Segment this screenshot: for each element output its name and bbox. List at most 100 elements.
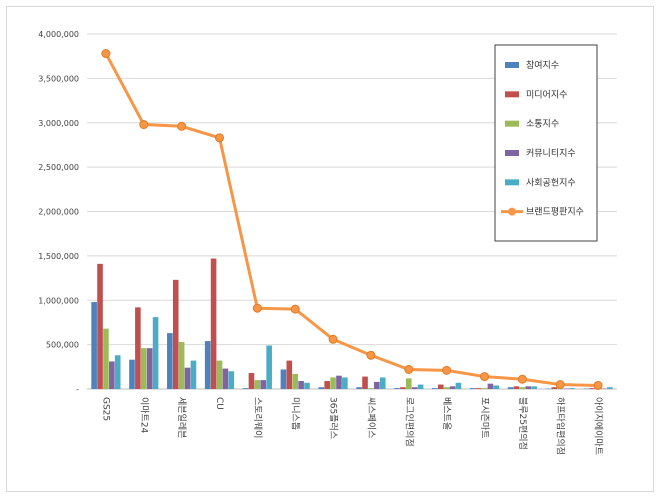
legend-label: 소통지수 [526,119,559,130]
x-category-label: 하프타임편의점 [555,397,567,455]
bar-미디어지수 [135,307,141,389]
line-브랜드평판지수 [104,52,599,387]
bar-미디어지수 [437,384,444,389]
x-category-label: 스토리웨이 [252,397,264,438]
bar-커뮤니티지수 [184,367,191,389]
bar-사회공헌지수 [607,387,613,389]
line-point [404,364,414,374]
bar-참여지수 [394,388,400,389]
x-category-label: 베스트올 [441,397,452,430]
bar-미디어지수 [513,386,520,389]
x-category-label: 아이지에이마트 [593,397,604,455]
chart-frame: - 500,000 1,000,000 1,500,000 2,000,000 2,500… [6,6,654,492]
line-point [480,372,489,382]
legend-swatch [505,91,519,98]
bar-소통지수 [103,328,109,389]
bar-커뮤니티지수 [298,381,304,389]
bar-참여지수 [204,341,211,389]
bar-커뮤니티지수 [487,383,494,389]
bar-커뮤니티지수 [146,348,153,389]
bar-미디어지수 [475,388,482,389]
legend-label: 사회공헌지수 [526,177,576,188]
x-category-label: CU [214,397,224,410]
bar-사회공헌지수 [493,385,500,389]
bar-참여지수 [242,388,249,389]
bar-커뮤니티지수 [411,387,418,389]
bar-참여지수 [129,359,135,389]
bar-커뮤니티지수 [260,380,267,389]
bar-소통지수 [443,387,450,389]
bar-커뮤니티지수 [336,375,342,389]
legend-swatch [505,179,519,186]
x-category-label: 로그인편의점 [403,397,415,447]
bars [91,258,613,390]
y-tick-label: 1,500,000 [38,252,79,261]
line-point [328,334,338,344]
y-tick-label: 1,000,000 [38,296,79,305]
line-point [252,303,262,313]
bar-미디어지수 [324,381,330,389]
bar-사회공헌지수 [114,355,121,389]
legend-swatch [505,150,519,156]
bar-커뮤니티지수 [374,381,380,389]
bar-커뮤니티지수 [222,368,229,389]
bar-사회공헌지수 [304,382,310,389]
bar-미디어지수 [362,376,368,389]
y-tick-label: - [76,385,79,394]
bar-소통지수 [292,373,299,389]
bar-참여지수 [583,388,590,390]
bar-사회공헌지수 [417,384,424,389]
line-point [366,350,376,360]
chart-svg: - 500,000 1,000,000 1,500,000 2,000,000 2,500… [38,30,617,455]
x-category-label: 미니스톱 [290,397,301,430]
bar-참여지수 [280,369,287,389]
x-category-label: 씨스페이스 [365,397,376,438]
legend-label: 브랜드평판지수 [526,207,584,218]
bar-미디어지수 [172,279,179,389]
bar-사회공헌지수 [342,377,348,389]
bar-미디어지수 [286,360,293,389]
bar-소통지수 [178,341,185,389]
bar-소통지수 [405,378,412,389]
bar-참여지수 [167,333,173,389]
bar-참여지수 [469,388,476,389]
bar-소통지수 [254,380,261,389]
bar-커뮤니티지수 [563,388,569,390]
bar-사회공헌지수 [569,388,575,389]
bar-사회공헌지수 [266,345,272,389]
line-point [101,49,111,59]
bar-참여지수 [507,387,514,389]
y-tick-label: 3,500,000 [38,74,79,83]
bar-참여지수 [91,302,97,389]
bar-사회공헌지수 [531,386,537,389]
x-category-label: 365플러스 [328,397,339,439]
y-tick-label: 500,000 [46,341,79,350]
bar-커뮤니티지수 [449,386,456,389]
bar-미디어지수 [97,263,103,389]
bar-사회공헌지수 [190,360,197,389]
legend-label: 미디어지수 [526,89,567,100]
bar-미디어지수 [400,387,406,389]
legend-label: 커뮤니티지수 [526,148,576,159]
bar-미디어지수 [589,388,595,389]
bar-사회공헌지수 [152,317,159,389]
y-tick-label: 3,000,000 [38,119,79,128]
line-point [442,365,452,375]
line-point [215,133,224,143]
line-point [177,121,187,131]
y-tick-label: 2,500,000 [38,163,79,172]
y-tick-label: 2,000,000 [38,208,79,217]
bar-커뮤니티지수 [109,361,115,389]
bar-미디어지수 [551,387,558,389]
line-point [593,380,603,390]
bar-참여지수 [545,388,552,390]
legend-swatch-marker [508,207,516,216]
bar-사회공헌지수 [455,382,462,389]
bar-소통지수 [519,387,526,389]
line-point [555,380,565,390]
bar-소통지수 [140,348,147,389]
line-point [517,374,527,384]
line-point [139,120,149,130]
bar-커뮤니티지수 [601,388,607,390]
x-category-label: 이마트24 [138,397,149,434]
